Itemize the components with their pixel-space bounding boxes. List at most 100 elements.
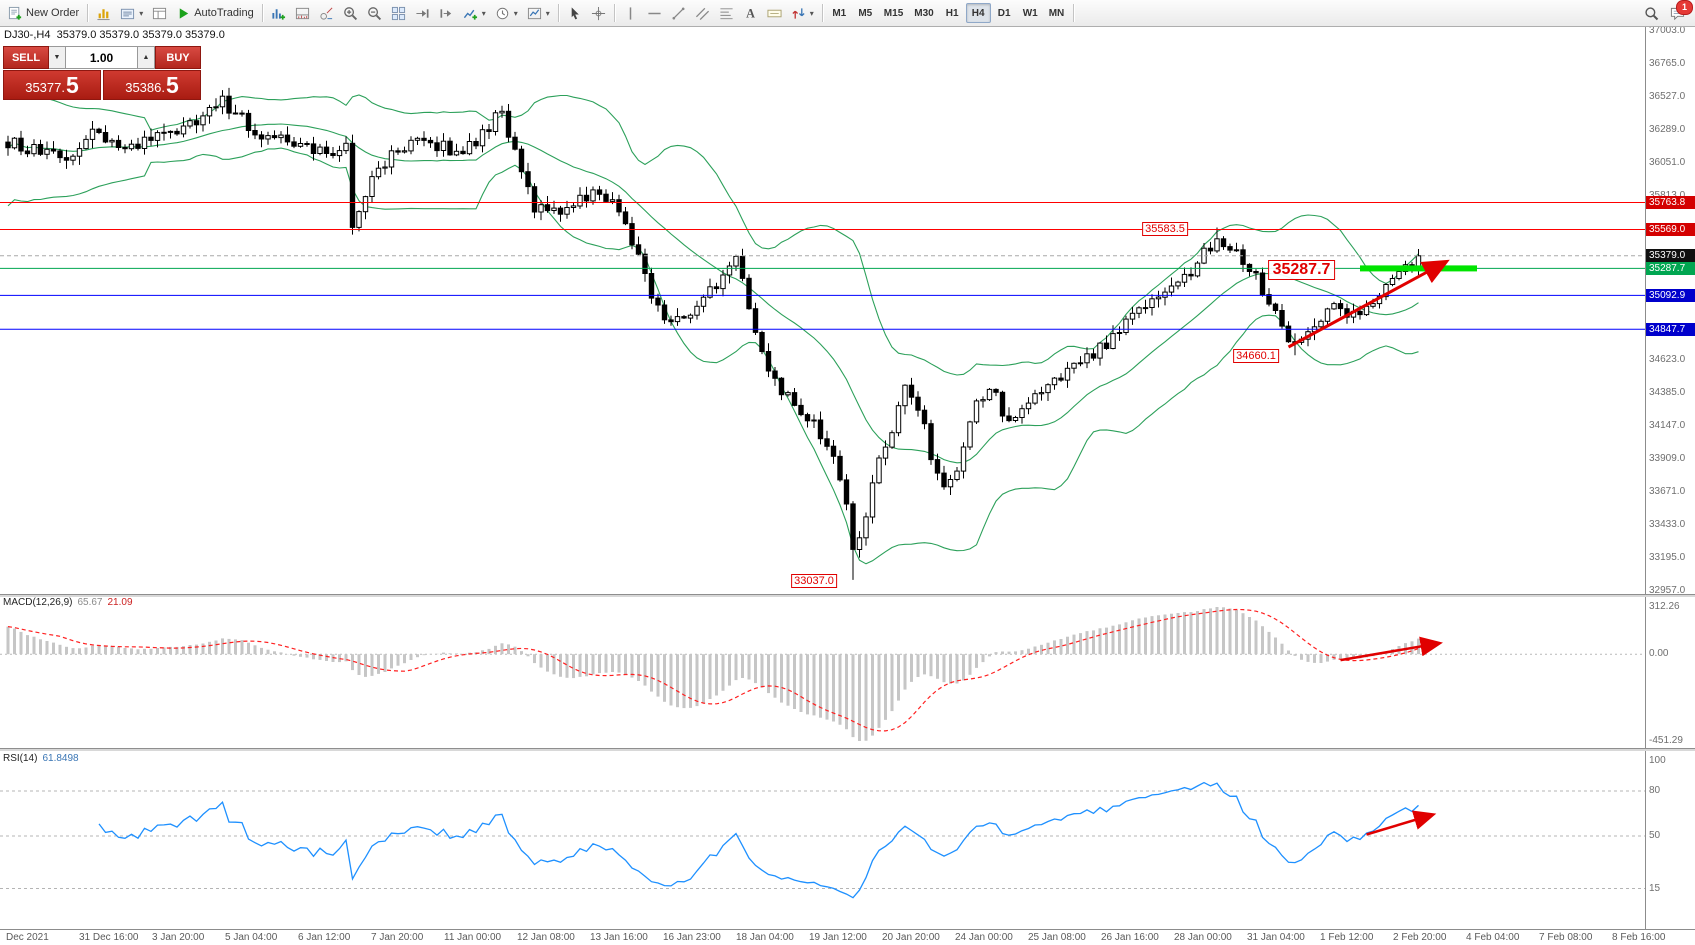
- objects-list-button[interactable]: [315, 2, 338, 24]
- search-button[interactable]: [1640, 2, 1663, 24]
- template-icon: [527, 7, 541, 19]
- timeframe-mn-button[interactable]: MN: [1044, 3, 1070, 23]
- timeframe-d1-button[interactable]: D1: [992, 3, 1017, 23]
- bollinger-bands: [7, 85, 1419, 565]
- rsi-arrow[interactable]: [1366, 810, 1437, 836]
- new-chart-plus-button[interactable]: ▾: [459, 2, 490, 24]
- rsi-axis-label: 15: [1649, 882, 1661, 894]
- new-order-button[interactable]: New Order: [4, 2, 83, 24]
- vertical-line-button[interactable]: [619, 2, 642, 24]
- sell-price: 35377.: [25, 79, 65, 95]
- sell-price-big-digit: 5: [65, 72, 79, 98]
- notification-badge: 1: [1676, 0, 1693, 15]
- chart-canvas[interactable]: [0, 27, 1645, 929]
- buy-price-button[interactable]: 35386. 5: [103, 70, 201, 100]
- volume-increase-button[interactable]: ▲: [138, 46, 155, 69]
- price-axis-label: 36527.0: [1649, 90, 1686, 102]
- text-label-button[interactable]: [763, 2, 786, 24]
- fibonacci-button[interactable]: [715, 2, 738, 24]
- volume-input[interactable]: [66, 46, 138, 69]
- toolbar-separator: [557, 4, 559, 22]
- price-axis-label: 33195.0: [1649, 552, 1686, 564]
- price-axis-label: 34147.0: [1649, 420, 1686, 432]
- periods-button[interactable]: ▾: [491, 2, 522, 24]
- price-axis-badge: 35287.7: [1646, 261, 1695, 275]
- sell-price-button[interactable]: 35377. 5: [3, 70, 101, 100]
- data-window-button[interactable]: [148, 2, 171, 24]
- timeframe-w1-button[interactable]: W1: [1018, 3, 1043, 23]
- trendline-button[interactable]: [667, 2, 690, 24]
- indicator-windows-button[interactable]: [291, 2, 314, 24]
- dropdown-arrow-icon: ▾: [139, 8, 144, 18]
- resistance-zone-bar[interactable]: [1360, 265, 1477, 272]
- timeframe-h1-button[interactable]: H1: [940, 3, 965, 23]
- toolbar-separator: [87, 4, 89, 22]
- profiles-icon: [121, 8, 135, 19]
- autotrading-button[interactable]: AutoTrading: [172, 2, 258, 24]
- macd-signal-line: [7, 608, 1419, 732]
- zoom-in-icon: [343, 6, 357, 20]
- horizontal-line-button[interactable]: [643, 2, 666, 24]
- macd-indicator-label: MACD(12,26,9) 65.67 21.09: [3, 597, 133, 608]
- auto-scroll-button[interactable]: [411, 2, 434, 24]
- text-button[interactable]: A: [739, 2, 762, 24]
- macd-arrow[interactable]: [1340, 636, 1443, 662]
- panel-separator-rsi[interactable]: [0, 748, 1695, 751]
- time-axis-label: 13 Jan 16:00: [590, 932, 648, 943]
- arrows-button[interactable]: ▾: [787, 2, 818, 24]
- price-axis-badge: 35379.0: [1646, 249, 1695, 263]
- cursor-button[interactable]: [563, 2, 586, 24]
- price-axis-label: 33671.0: [1649, 486, 1686, 498]
- sell-button[interactable]: SELL: [3, 46, 49, 69]
- time-axis-label: 26 Jan 16:00: [1101, 932, 1159, 943]
- price-axis-badge: 35569.0: [1646, 223, 1695, 236]
- new-chart-button[interactable]: [92, 2, 115, 24]
- timeframe-m30-button[interactable]: M30: [909, 3, 938, 23]
- macd-panel: [0, 607, 1645, 741]
- dropdown-arrow-icon: ▾: [481, 8, 486, 18]
- panel-separator-macd[interactable]: [0, 594, 1695, 597]
- fibo-icon: [720, 7, 733, 19]
- price-label-annotation[interactable]: 35287.7: [1267, 259, 1336, 280]
- trend-arrow[interactable]: [1287, 259, 1450, 349]
- indicators-button[interactable]: [267, 2, 290, 24]
- zoom-in-button[interactable]: [339, 2, 362, 24]
- price-axis-label: 32957.0: [1649, 585, 1686, 596]
- chart-shift-button[interactable]: [435, 2, 458, 24]
- price-label-annotation[interactable]: 34660.1: [1233, 349, 1279, 364]
- price-label-annotation[interactable]: 35583.5: [1142, 221, 1188, 236]
- price-label-annotation[interactable]: 33037.0: [791, 573, 837, 588]
- macd-main-value: 65.67: [77, 597, 103, 608]
- chat-button[interactable]: 1: [1666, 0, 1693, 24]
- timeframe-m1-button[interactable]: M1: [827, 3, 852, 23]
- clock-icon: [496, 7, 508, 19]
- tile-windows-button[interactable]: [387, 2, 410, 24]
- buy-button[interactable]: BUY: [155, 46, 201, 69]
- toolbar-separator: [613, 4, 615, 22]
- macd-axis-label: -451.29: [1649, 735, 1683, 746]
- toolbar-separator: [261, 4, 263, 22]
- arrows-icon: [792, 7, 805, 19]
- timeframe-m15-button[interactable]: M15: [879, 3, 908, 23]
- templates-button[interactable]: ▾: [523, 2, 554, 24]
- data-window-icon: [153, 7, 167, 19]
- volume-decrease-button[interactable]: ▼: [49, 46, 66, 69]
- crosshair-button[interactable]: [587, 2, 610, 24]
- time-axis-label: 16 Jan 23:00: [663, 932, 721, 943]
- dropdown-arrow-icon: ▾: [809, 8, 814, 18]
- profiles-button[interactable]: ▾: [116, 2, 147, 24]
- zoom-out-button[interactable]: [363, 2, 386, 24]
- price-axis-label: 37003.0: [1649, 27, 1686, 36]
- time-axis-label: 24 Jan 00:00: [955, 932, 1013, 943]
- time-axis[interactable]: Dec 2021 31 Dec 16:00 3 Jan 20:00 5 Jan 04:…: [0, 929, 1695, 945]
- toolbar-right-group: 1: [1640, 0, 1693, 24]
- hline-icon: [648, 12, 661, 14]
- timeframe-m5-button[interactable]: M5: [853, 3, 878, 23]
- equidistant-channel-button[interactable]: [691, 2, 714, 24]
- price-axis[interactable]: 37003.0 36765.0 36527.0 36289.0 36051.0 35813…: [1645, 27, 1695, 929]
- symbol-period-label: DJ30-,H4: [4, 29, 51, 41]
- timeframe-h4-button[interactable]: H4: [965, 3, 991, 23]
- time-axis-label: 7 Jan 20:00: [371, 932, 424, 943]
- objects-icon: [320, 7, 333, 20]
